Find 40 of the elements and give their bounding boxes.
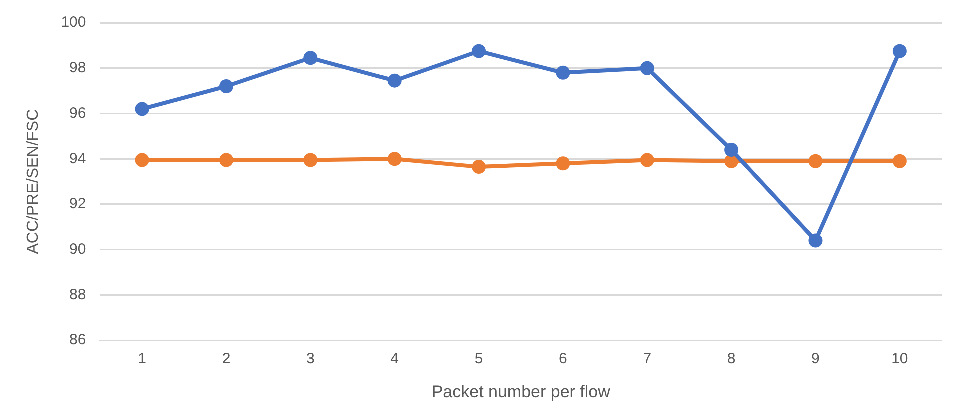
point: [135, 102, 150, 116]
point: [304, 51, 318, 66]
x-tick-label: 1: [138, 350, 146, 368]
x-tick-label: 8: [727, 350, 736, 368]
y-tick-label: 92: [70, 196, 86, 213]
y-tick-label: 96: [70, 104, 86, 122]
y-tick-label: 86: [70, 332, 86, 349]
y-axis-title: ACC/PRE/SEN/FSC: [25, 109, 42, 254]
point: [219, 153, 234, 168]
x-tick-label: 6: [559, 350, 568, 368]
point: [640, 153, 654, 168]
y-tick-label: 100: [61, 14, 86, 32]
y-tick-label: 94: [70, 150, 86, 168]
x-tick-label: 5: [474, 350, 484, 368]
x-tick-label: 4: [390, 350, 400, 368]
y-tick-label: 90: [70, 241, 86, 258]
point: [556, 156, 570, 171]
point: [472, 160, 486, 174]
x-tick-label: 10: [892, 350, 908, 368]
y-tick-label: 88: [70, 286, 86, 304]
point: [892, 154, 907, 168]
point: [724, 154, 739, 168]
point: [304, 153, 318, 168]
point: [219, 80, 234, 94]
point: [388, 152, 402, 166]
x-tick-label: 9: [812, 350, 820, 368]
point: [472, 44, 486, 58]
point: [640, 61, 654, 76]
x-tick-label: 3: [306, 350, 315, 368]
point: [388, 74, 402, 88]
x-axis-title: Packet number per flow: [432, 382, 612, 402]
point: [808, 154, 823, 168]
x-tick-label: 2: [222, 350, 231, 368]
x-tick-label: 7: [643, 350, 652, 368]
point: [724, 143, 739, 158]
y-tick-label: 98: [70, 60, 86, 77]
point: [135, 153, 150, 168]
point: [808, 234, 823, 248]
point: [892, 44, 907, 58]
point: [556, 66, 570, 80]
